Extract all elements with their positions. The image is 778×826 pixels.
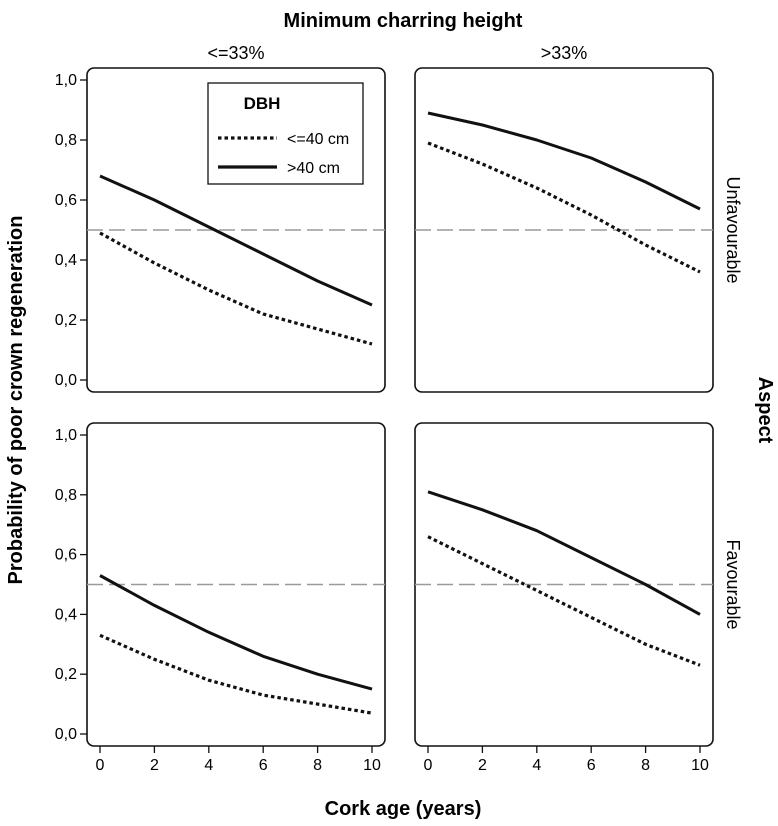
series-line-dbh-small: [427, 535, 701, 667]
y-tick-label: 0,0: [55, 726, 77, 743]
legend-label: >40 cm: [287, 160, 340, 177]
y-tick-label: 0,8: [55, 487, 77, 504]
x-tick-label: 4: [204, 757, 213, 774]
x-tick-label: 8: [313, 757, 322, 774]
panel-0-1: [414, 67, 714, 393]
series-line-dbh-large: [99, 574, 373, 691]
panels: <=33% >33% Unfavourable Favourable 0,0 0,2 0,4…: [55, 43, 743, 774]
x-tick-label: 2: [478, 757, 487, 774]
x-tick-label: 0: [424, 757, 433, 774]
panel-1-0: 0,0 0,2 0,4 0,6 0,8 1,0 0 2 4 6 8 10: [55, 422, 386, 774]
y-tick-label: 0,6: [55, 547, 77, 564]
aspect-label: Aspect: [754, 377, 776, 444]
y-tick-label: 0,8: [55, 132, 77, 149]
series-line-dbh-large: [99, 174, 373, 307]
x-tick-label: 0: [96, 757, 105, 774]
column-label: >33%: [541, 43, 588, 63]
panel-0-0: 0,0 0,2 0,4 0,6 0,8 1,0: [55, 67, 386, 393]
x-tick-label: 4: [532, 757, 541, 774]
x-tick-label: 6: [259, 757, 268, 774]
x-tick-label: 10: [691, 757, 709, 774]
series-line-dbh-large: [427, 490, 701, 616]
y-tick-label: 1,0: [55, 427, 77, 444]
x-tick-label: 8: [641, 757, 650, 774]
series-line-dbh-small: [427, 141, 701, 274]
y-axis-label: Probability of poor crown regeneration: [5, 216, 27, 585]
x-axis-label: Cork age (years): [325, 798, 482, 820]
chart-title: Minimum charring height: [284, 10, 523, 32]
row-label: Unfavourable: [723, 176, 743, 283]
series-line-dbh-small: [99, 231, 373, 346]
y-tick-label: 0,4: [55, 252, 77, 269]
y-tick-label: 0,2: [55, 312, 77, 329]
series-line-dbh-small: [99, 633, 373, 715]
legend-title: DBH: [244, 94, 281, 113]
y-tick-label: 0,6: [55, 192, 77, 209]
panel-1-1: 0 2 4 6 8 10: [414, 422, 714, 774]
y-tick-label: 0,2: [55, 666, 77, 683]
x-tick-label: 6: [587, 757, 596, 774]
y-tick-label: 0,4: [55, 606, 77, 623]
row-label: Favourable: [723, 539, 743, 629]
y-tick-label: 0,0: [55, 372, 77, 389]
x-tick-label: 2: [150, 757, 159, 774]
column-label: <=33%: [207, 43, 264, 63]
x-tick-label: 10: [363, 757, 381, 774]
series-line-dbh-large: [427, 111, 701, 211]
y-tick-label: 1,0: [55, 72, 77, 89]
legend-label: <=40 cm: [287, 131, 349, 148]
legend: DBH <=40 cm >40 cm: [207, 82, 364, 185]
